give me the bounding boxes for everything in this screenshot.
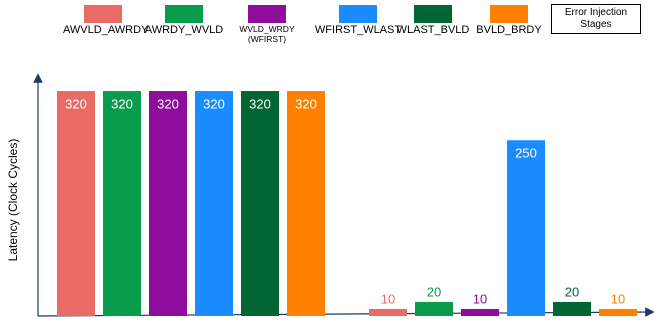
data-label: 320 [111, 96, 133, 111]
legend-label: WFIRST_WLAST [314, 24, 402, 36]
data-label: 320 [65, 96, 87, 111]
bar [507, 140, 545, 316]
data-label: 320 [249, 96, 271, 111]
legend-swatch [84, 5, 122, 23]
legend-label: AWVLD_AWRDY [63, 24, 149, 36]
legend-label: WLAST_BVLD [396, 24, 470, 36]
data-label: 20 [565, 284, 579, 299]
bar [369, 308, 407, 316]
bar [287, 91, 325, 316]
data-label: 10 [381, 291, 395, 306]
bar [103, 91, 141, 316]
data-label: 250 [515, 146, 537, 161]
bar [461, 308, 499, 316]
legend-swatch [414, 5, 452, 23]
legend-swatch [165, 5, 203, 23]
y-axis-label: Latency (Clock Cycles) [6, 139, 20, 262]
bar [553, 301, 591, 316]
legend-title: Error Injection Stages [551, 4, 641, 34]
legend-swatch [490, 5, 528, 23]
bar [415, 301, 453, 316]
legend-label: WVLD_WRDY (WFIRST) [239, 24, 295, 44]
bar [57, 91, 95, 316]
legend-label: AWRDY_WVLD [144, 24, 224, 36]
data-label: 320 [157, 96, 179, 111]
data-label: 10 [473, 291, 487, 306]
legend-swatch [248, 5, 286, 23]
bar [149, 91, 187, 316]
bar [241, 91, 279, 316]
legend-label: BVLD_BRDY [476, 24, 542, 36]
data-label: 320 [295, 96, 317, 111]
bar [599, 308, 637, 316]
data-label: 20 [427, 284, 441, 299]
legend-swatch [339, 5, 377, 23]
bar [195, 91, 233, 316]
data-label: 320 [203, 96, 225, 111]
data-label: 10 [611, 291, 625, 306]
